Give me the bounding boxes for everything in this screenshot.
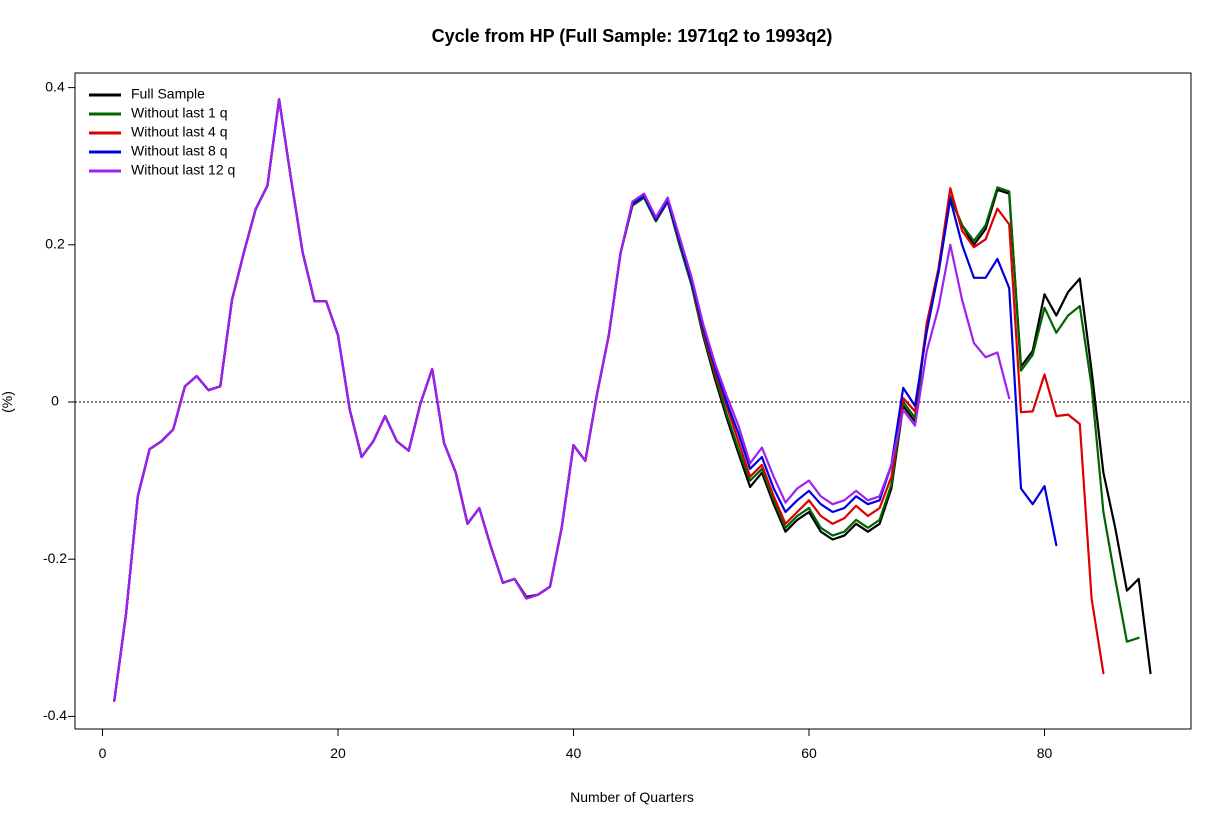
y-axis-title: (%) bbox=[0, 391, 15, 413]
series-layer bbox=[113, 98, 1152, 702]
y-tick-label: 0.2 bbox=[45, 236, 65, 252]
series-line-4 bbox=[113, 98, 1058, 702]
legend-label: Without last 4 q bbox=[131, 124, 228, 140]
x-tick-label: 0 bbox=[99, 745, 107, 761]
series-line-2 bbox=[113, 98, 1140, 702]
plot-border bbox=[74, 72, 1192, 730]
plot-area bbox=[74, 72, 1192, 730]
x-tick-label: 40 bbox=[566, 745, 582, 761]
x-tick-label: 60 bbox=[801, 745, 817, 761]
y-tick-label: -0.4 bbox=[43, 707, 67, 723]
chart-title: Cycle from HP (Full Sample: 1971q2 to 19… bbox=[432, 26, 833, 46]
y-tick-label: -0.2 bbox=[43, 550, 67, 566]
series-line-3 bbox=[113, 98, 1105, 702]
legend-label: Without last 1 q bbox=[131, 105, 228, 121]
x-axis-title: Number of Quarters bbox=[570, 789, 694, 805]
series-line-1 bbox=[113, 98, 1152, 702]
legend-label: Without last 12 q bbox=[131, 162, 235, 178]
legend: Full Sample Without last 1 q Without last … bbox=[89, 86, 235, 178]
legend-label: Full Sample bbox=[131, 86, 205, 102]
x-tick-label: 20 bbox=[330, 745, 346, 761]
y-tick-label: 0 bbox=[51, 393, 59, 409]
legend-label: Without last 8 q bbox=[131, 143, 228, 159]
axes: 0 20 40 60 80 -0.4 -0.2 0 0.2 0.4 bbox=[43, 78, 1053, 761]
series-line-5 bbox=[113, 98, 1011, 702]
x-tick-label: 80 bbox=[1037, 745, 1053, 761]
y-tick-label: 0.4 bbox=[45, 78, 65, 94]
